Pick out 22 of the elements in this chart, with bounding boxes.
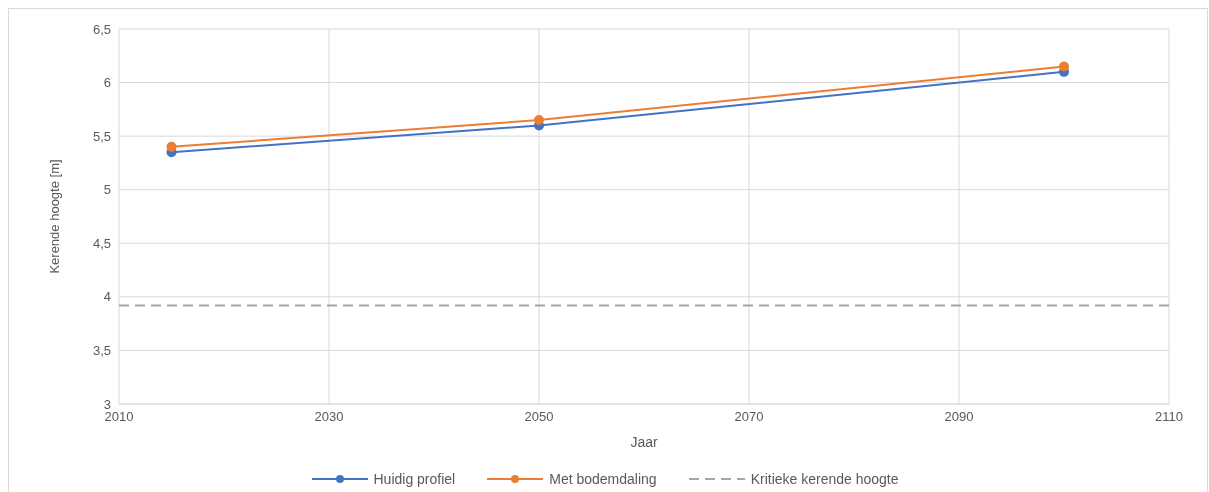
- x-axis-title: Jaar: [630, 434, 658, 450]
- x-tick-label: 2070: [734, 409, 764, 425]
- x-tick-label: 2010: [104, 409, 134, 425]
- y-tick-label: 3: [103, 396, 111, 412]
- y-tick-label: 5,5: [92, 128, 111, 144]
- y-tick-label: 5: [103, 182, 111, 198]
- x-tick-label: 2090: [944, 409, 974, 425]
- y-tick-label: 4: [103, 289, 111, 305]
- x-tick-label: 2030: [314, 409, 344, 425]
- y-tick-label: 3,5: [92, 343, 111, 359]
- y-tick-label: 6,5: [92, 21, 111, 37]
- x-tick-label: 2110: [1155, 409, 1183, 425]
- legend-label: Met bodemdaling: [549, 471, 657, 487]
- point: [166, 141, 177, 152]
- y-axis-title: Kerende hoogte [m]: [46, 159, 62, 274]
- legend-label: Huidig profiel: [373, 471, 456, 487]
- legend-label: Kritieke kerende hoogte: [750, 471, 899, 487]
- point: [1059, 61, 1069, 72]
- y-tick-label: 4,5: [92, 235, 111, 251]
- x-tick-label: 2050: [524, 409, 554, 425]
- y-tick-label: 6: [103, 75, 111, 91]
- point: [534, 115, 544, 126]
